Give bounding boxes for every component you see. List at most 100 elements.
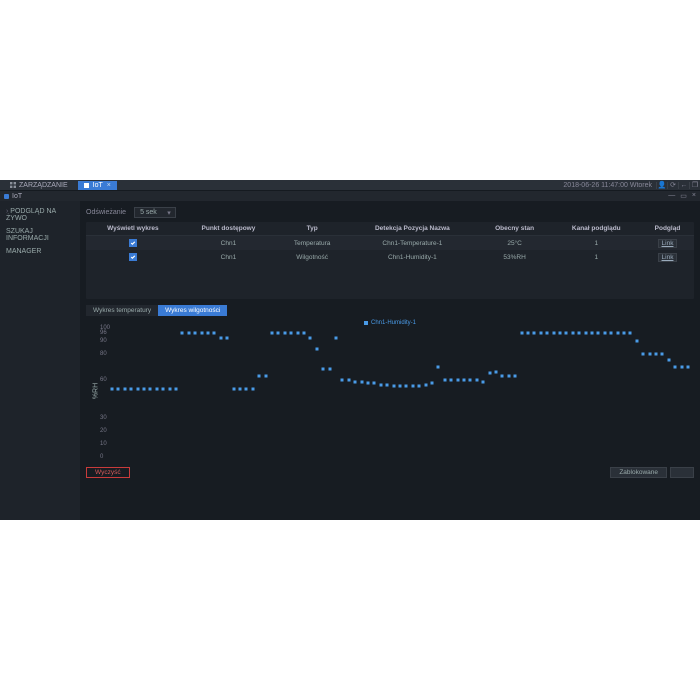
refresh-select[interactable]: 5 sek bbox=[134, 207, 176, 218]
col-header: Wyświetl wykres bbox=[86, 222, 180, 236]
chart-point bbox=[527, 332, 530, 335]
chart-point bbox=[207, 332, 210, 335]
titlebar: IoT — ▭ × bbox=[0, 191, 700, 201]
chart-point bbox=[411, 385, 414, 388]
chart-point bbox=[168, 387, 171, 390]
chart-point bbox=[290, 332, 293, 335]
chart-point bbox=[315, 347, 318, 350]
chart-point bbox=[335, 337, 338, 340]
chart-point bbox=[687, 365, 690, 368]
cell-type: Wilgotność bbox=[277, 250, 347, 264]
chart-point bbox=[322, 368, 325, 371]
minimize-icon[interactable]: — bbox=[668, 192, 675, 200]
cell-state: 53%RH bbox=[478, 250, 552, 264]
ytick-label: 90 bbox=[100, 338, 107, 344]
ytick-label: 30 bbox=[100, 415, 107, 421]
chart-point bbox=[162, 387, 165, 390]
window-icon[interactable]: ❐ bbox=[689, 182, 696, 189]
lock-button[interactable]: Zablokowane bbox=[610, 467, 667, 478]
chart-point bbox=[520, 332, 523, 335]
col-header: Typ bbox=[277, 222, 347, 236]
user-icon[interactable]: 👤 bbox=[656, 182, 663, 189]
chart-point bbox=[610, 332, 613, 335]
chart-point bbox=[143, 387, 146, 390]
chart-point bbox=[405, 385, 408, 388]
sidebar-item-live[interactable]: PODGLĄD NA ŻYWO bbox=[0, 205, 80, 225]
col-header: Podgląd bbox=[641, 222, 694, 236]
chart-point bbox=[213, 332, 216, 335]
chart-point bbox=[667, 359, 670, 362]
chart-point bbox=[219, 337, 222, 340]
chart-point bbox=[463, 378, 466, 381]
chart-point bbox=[565, 332, 568, 335]
refresh-icon[interactable]: ⟳ bbox=[667, 182, 674, 189]
chart-point bbox=[450, 378, 453, 381]
chart-point bbox=[251, 387, 254, 390]
cell-detect: Chn1-Humidity-1 bbox=[347, 250, 477, 264]
chart-point bbox=[495, 370, 498, 373]
chart-point bbox=[591, 332, 594, 335]
chart-point bbox=[578, 332, 581, 335]
chart-point bbox=[648, 352, 651, 355]
chart-point bbox=[642, 352, 645, 355]
chart-point bbox=[123, 387, 126, 390]
chart-point bbox=[360, 381, 363, 384]
close-icon[interactable]: × bbox=[692, 192, 696, 200]
chart-point bbox=[431, 382, 434, 385]
main-panel: Odświeżanie 5 sek Wyświetl wykresPunkt d… bbox=[80, 201, 700, 520]
empty-button[interactable] bbox=[670, 467, 694, 478]
chart-point bbox=[482, 381, 485, 384]
link-button[interactable]: Link bbox=[658, 239, 678, 248]
logout-icon[interactable]: ← bbox=[678, 182, 685, 189]
tab-mgmt-label: ZARZĄDZANIE bbox=[19, 182, 68, 189]
row-checkbox[interactable] bbox=[129, 253, 137, 261]
chart-point bbox=[175, 387, 178, 390]
ytick-label: 60 bbox=[100, 377, 107, 383]
grid-icon bbox=[10, 182, 16, 188]
chart-point bbox=[271, 332, 274, 335]
chart-point bbox=[546, 332, 549, 335]
refresh-label: Odświeżanie bbox=[86, 209, 126, 216]
clear-button[interactable]: Wyczyść bbox=[86, 467, 130, 478]
chart-point bbox=[559, 332, 562, 335]
legend-label: Chn1-Humidity-1 bbox=[371, 320, 416, 326]
tab-humidity[interactable]: Wykres wilgotności bbox=[158, 305, 227, 316]
cell-ap: Chn1 bbox=[180, 236, 277, 251]
maximize-icon[interactable]: ▭ bbox=[680, 192, 687, 200]
chart-point bbox=[680, 365, 683, 368]
link-button[interactable]: Link bbox=[658, 253, 678, 262]
chart-point bbox=[655, 352, 658, 355]
data-table: Wyświetl wykresPunkt dostępowyTypDetekcj… bbox=[86, 222, 694, 299]
ytick-label: 96 bbox=[100, 330, 107, 336]
tab-temperature[interactable]: Wykres temperatury bbox=[86, 305, 158, 316]
chart-point bbox=[181, 332, 184, 335]
sidebar-item-search[interactable]: SZUKAJ INFORMACJI bbox=[0, 225, 80, 245]
datetime-label: 2018-06-26 11:47:00 Wtorek bbox=[563, 182, 652, 189]
tab-management[interactable]: ZARZĄDZANIE bbox=[4, 181, 74, 190]
chart-point bbox=[194, 332, 197, 335]
iot-dot-icon bbox=[4, 194, 9, 199]
chart-legend: Chn1-Humidity-1 bbox=[364, 320, 416, 326]
tab-close-icon[interactable]: × bbox=[107, 182, 111, 189]
ytick-label: 20 bbox=[100, 428, 107, 434]
chart-point bbox=[533, 332, 536, 335]
sidebar-item-manager[interactable]: MANAGER bbox=[0, 245, 80, 258]
chart-point bbox=[539, 332, 542, 335]
cell-ap: Chn1 bbox=[180, 250, 277, 264]
page-title: IoT bbox=[12, 193, 22, 200]
chart-point bbox=[661, 352, 664, 355]
chart-point bbox=[309, 337, 312, 340]
col-header: Kanał podglądu bbox=[552, 222, 641, 236]
chart-point bbox=[674, 365, 677, 368]
chart-point bbox=[571, 332, 574, 335]
chart-point bbox=[603, 332, 606, 335]
row-checkbox[interactable] bbox=[129, 239, 137, 247]
chart-point bbox=[111, 387, 114, 390]
chart-point bbox=[232, 387, 235, 390]
chart-point bbox=[501, 374, 504, 377]
tab-iot[interactable]: IoT × bbox=[78, 181, 117, 190]
chart-point bbox=[584, 332, 587, 335]
chart-point bbox=[386, 383, 389, 386]
col-header: Obecny stan bbox=[478, 222, 552, 236]
chart-point bbox=[379, 383, 382, 386]
